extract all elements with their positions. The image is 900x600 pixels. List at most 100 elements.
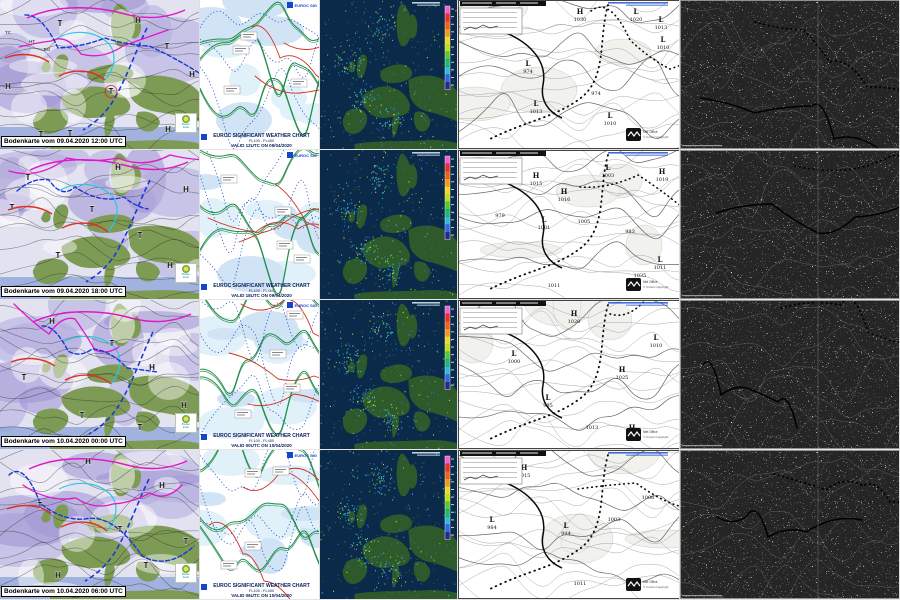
pressure-value: 1003 xyxy=(608,517,621,523)
pressure-centre-letter: L xyxy=(490,515,495,524)
sigwx-valid-time: VALID 06UTC ON 10/04/2020 xyxy=(231,593,292,598)
provider-logo: Boden karte xyxy=(175,113,197,133)
logo-text: Boden karte xyxy=(181,422,191,430)
pressure-value: 1001 xyxy=(538,225,551,231)
precipitation-map xyxy=(320,150,458,300)
pressure-center-letter: H xyxy=(5,82,11,91)
pressure-centre-letter: L xyxy=(659,15,664,24)
pressure-centre-letter: L xyxy=(546,393,551,402)
pressure-center-letter: H xyxy=(49,317,55,326)
sigwx-chart: EUROC SIGNIFICANT WEATHER CHART FL100 - F… xyxy=(200,150,320,300)
pressure-value: 1025 xyxy=(616,375,629,381)
sigwx-corner-label: EUROC SIG xyxy=(286,152,317,158)
pressure-value: 1013 xyxy=(655,25,668,31)
metoffice-logo-text: Met Office xyxy=(643,580,658,584)
bodenkarte-caption: Bodenkarte vom 10.04.2020 06:00 UTC xyxy=(1,586,126,597)
pressure-center-letter: T xyxy=(110,339,115,348)
bodenkarte-caption: Bodenkarte vom 09.04.2020 18:00 UTC xyxy=(1,286,126,297)
pressure-centre-letter: L xyxy=(661,35,666,44)
chart-legend-box xyxy=(459,457,523,485)
bodenkarte-graphics: T H T H T H T T xyxy=(0,150,199,299)
provider-logo: Boden karte xyxy=(175,563,197,583)
pressure-center-letter: T xyxy=(58,19,63,28)
sigwx-logo-icon xyxy=(286,2,293,8)
metoffice-analysis-chart: H 1015 L 1003 H 1019 H 1016 979 L 1001 1005 983 1035 1… xyxy=(458,150,680,300)
bodenkarte-caption: Bodenkarte vom 10.04.2020 00:00 UTC xyxy=(1,436,126,447)
pressure-centre-letter: L xyxy=(634,7,639,16)
pressure-centre-letter: L xyxy=(606,163,611,172)
sigwx-caption-icon xyxy=(201,134,207,140)
pressure-center-letter: H xyxy=(85,457,91,466)
pressure-center-letter: T xyxy=(165,42,170,51)
metoffice-logo-text: Met Office xyxy=(643,430,658,434)
precipitation-map xyxy=(320,300,458,450)
pressure-center-letter: T xyxy=(10,203,15,212)
pressure-centre-letter: H xyxy=(533,171,540,180)
sigwx-chart: EUROC SIGNIFICANT WEATHER CHART FL100 - F… xyxy=(200,0,320,150)
sigwx-title: EUROC SIGNIFICANT WEATHER CHART xyxy=(213,583,310,589)
pressure-centre-letter: L xyxy=(658,255,663,264)
pressure-center-letter: H xyxy=(135,16,141,25)
station-plot-graphics xyxy=(680,150,899,299)
pressure-center-letter: T xyxy=(109,87,114,96)
pressure-value: 1011 xyxy=(574,581,587,587)
station-plot-graphics xyxy=(680,0,899,149)
logo-text: Boden karte xyxy=(181,122,191,130)
sigwx-graphics xyxy=(200,0,319,149)
pressure-value: 995 xyxy=(543,403,553,409)
metoffice-logo xyxy=(626,428,641,441)
pressure-center-letter: T xyxy=(118,525,123,534)
pressure-centre-letter: L xyxy=(526,59,531,68)
pressure-value: 1003 xyxy=(602,173,615,179)
pressure-value: 1015 xyxy=(518,473,531,479)
chart-legend-box xyxy=(459,307,523,335)
sigwx-caption: EUROC SIGNIFICANT WEATHER CHART FL100 - F… xyxy=(206,283,317,298)
pressure-centre-letter: H xyxy=(619,365,626,374)
logo-text: Boden karte xyxy=(181,272,191,280)
pressure-centre-letter: H xyxy=(629,423,636,432)
provider-logo: Boden karte xyxy=(175,263,197,283)
pressure-centre-letter: L xyxy=(534,99,539,108)
pressure-centre-letter: L xyxy=(542,215,547,224)
pressure-center-letter: TC xyxy=(5,30,12,35)
bodenkarte-graphics: THTHTTTHHHTCHTEG xyxy=(0,0,199,149)
pressure-center-letter: EG xyxy=(44,47,51,52)
chart-legend-box xyxy=(459,7,523,35)
pressure-value: 974 xyxy=(591,91,601,97)
pressure-center-letter: T xyxy=(22,373,27,382)
pressure-centre-letter: L xyxy=(564,521,569,530)
logo-text: Boden karte xyxy=(181,572,191,580)
pressure-center-letter: H xyxy=(167,261,173,270)
pressure-center-letter: T xyxy=(26,173,31,182)
precip-color-scale xyxy=(444,455,451,540)
bodenkarte-chart: H T H T H T T Bodenkarte vom 10.04.2020 06:00 U… xyxy=(0,450,200,600)
sigwx-title: EUROC SIGNIFICANT WEATHER CHART xyxy=(213,433,310,439)
pressure-value: 1000 xyxy=(508,359,521,365)
metoffice-copyright: © Crown Copyright xyxy=(643,435,669,439)
sigwx-graphics xyxy=(200,300,319,449)
sigwx-caption-icon xyxy=(201,584,207,590)
logo-sun-icon xyxy=(182,265,190,273)
sigwx-subtitle: FL100 - FL450 xyxy=(249,289,274,293)
sigwx-graphics xyxy=(200,150,319,299)
sigwx-logo-icon xyxy=(286,302,293,308)
station-plot-graphics xyxy=(680,450,899,599)
pressure-centre-letter: H xyxy=(659,167,666,176)
pressure-value: 1015 xyxy=(530,181,543,187)
pressure-value: 1020 xyxy=(630,17,643,23)
pressure-center-letter: T xyxy=(138,423,143,432)
sigwx-title: EUROC SIGNIFICANT WEATHER CHART xyxy=(213,283,310,289)
sigwx-corner-label: EUROC SIG xyxy=(286,452,317,458)
sigwx-corner-text: EUROC SIG xyxy=(294,302,317,308)
pressure-value: 984 xyxy=(487,525,497,531)
pressure-centre-letter: H xyxy=(577,7,584,16)
sigwx-corner-text: EUROC SIG xyxy=(294,152,317,158)
pressure-center-letter: H xyxy=(149,363,155,372)
pressure-center-letter: T xyxy=(90,205,95,214)
pressure-value: 1011 xyxy=(654,265,667,271)
sigwx-corner-label: EUROC SIG xyxy=(286,2,317,8)
pressure-value: 1020 xyxy=(568,319,581,325)
bodenkarte-chart: H T T H T H T Bodenkarte vom 10.04.2020 00:00 U… xyxy=(0,300,200,450)
